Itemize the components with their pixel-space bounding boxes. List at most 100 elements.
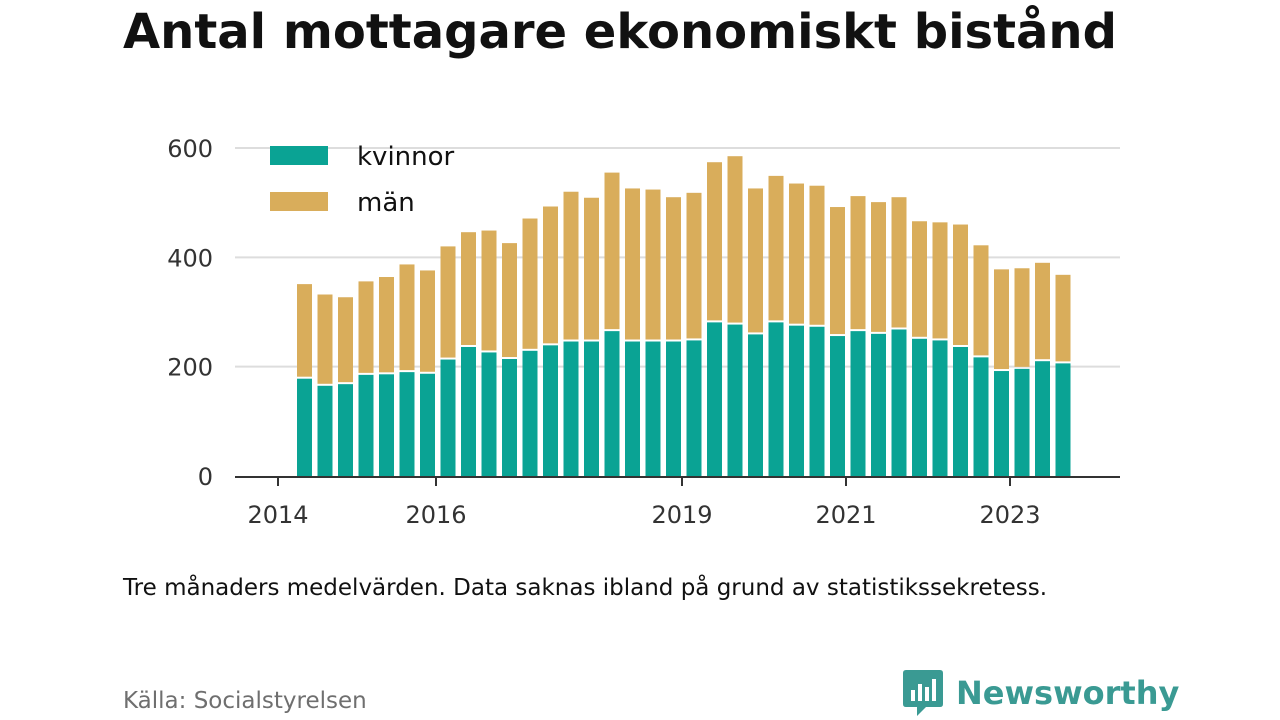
bar-kvinnor (522, 350, 538, 476)
bar-man (912, 221, 927, 337)
bar-man (707, 162, 722, 321)
bars (297, 156, 1071, 476)
bar-man (379, 277, 394, 373)
x-axis-ticks: 2014 2016 2019 2021 2023 (247, 477, 1041, 529)
bar-kvinnor (789, 325, 804, 476)
bar-kvinnor (932, 340, 948, 476)
bar-man (1055, 274, 1071, 362)
legend-swatch-man (270, 192, 328, 211)
bar-kvinnor (379, 374, 394, 476)
bar-man (317, 294, 333, 384)
brand-logo: Newsworthy (902, 668, 1179, 718)
y-axis-tick-labels: 0 200 400 600 (167, 135, 213, 491)
x-tick-label: 2023 (979, 501, 1040, 529)
bar-man (563, 191, 579, 340)
brand-name: Newsworthy (956, 674, 1180, 712)
bar-man (666, 197, 681, 340)
stacked-bar-chart: 0 200 400 600 2014 2016 2019 2021 2023 kvinnor m… (167, 135, 1120, 529)
bar-man (932, 222, 948, 339)
bar-kvinnor (912, 338, 927, 476)
bar-kvinnor (461, 346, 476, 476)
bar-man (748, 188, 763, 333)
bar-kvinnor (604, 331, 620, 476)
bar-kvinnor (1055, 363, 1071, 476)
bar-man (297, 284, 312, 377)
bar-kvinnor (1014, 368, 1030, 476)
y-tick-label: 0 (198, 463, 213, 491)
bar-man (358, 281, 374, 373)
bar-kvinnor (707, 322, 722, 476)
bar-man (953, 224, 968, 345)
bar-kvinnor (502, 359, 517, 476)
bar-kvinnor (420, 373, 435, 476)
x-tick-label: 2019 (651, 501, 712, 529)
bar-kvinnor (563, 341, 579, 476)
x-tick-label: 2014 (247, 501, 308, 529)
bar-kvinnor (830, 336, 845, 476)
legend-label: kvinnor (357, 142, 455, 172)
bar-man (461, 232, 476, 345)
bar-man (645, 189, 661, 340)
bar-kvinnor (891, 329, 907, 476)
bar-man (1035, 262, 1050, 360)
bar-kvinnor (666, 341, 681, 476)
bar-man (994, 269, 1009, 370)
bar-man (1014, 268, 1030, 367)
bar-man (830, 207, 845, 335)
legend-label: män (357, 188, 415, 218)
y-tick-label: 200 (167, 354, 213, 382)
bar-kvinnor (809, 326, 825, 476)
bar-kvinnor (481, 352, 497, 476)
bar-kvinnor (543, 345, 558, 476)
bar-kvinnor (871, 333, 886, 476)
bar-kvinnor (317, 385, 333, 476)
chart-note: Tre månaders medelvärden. Data saknas ib… (123, 575, 1048, 601)
bar-man (871, 202, 886, 332)
bar-man (768, 175, 784, 321)
bar-man (522, 218, 538, 349)
y-tick-label: 600 (167, 135, 213, 163)
x-tick-label: 2021 (815, 501, 876, 529)
bar-kvinnor (358, 374, 374, 476)
bar-kvinnor (850, 331, 866, 476)
bar-kvinnor (440, 359, 456, 476)
newsworthy-logo-icon (903, 670, 943, 716)
bar-man (502, 243, 517, 358)
bar-kvinnor (768, 322, 784, 476)
bar-man (686, 192, 702, 339)
x-tick-label: 2016 (405, 501, 466, 529)
bar-man (625, 188, 640, 340)
bar-man (727, 156, 743, 323)
bar-man (809, 185, 825, 325)
legend: kvinnor män (270, 142, 455, 218)
bar-kvinnor (297, 378, 312, 476)
bar-kvinnor (994, 371, 1009, 476)
bar-kvinnor (1035, 361, 1050, 476)
bar-man (604, 172, 620, 330)
bar-man (440, 246, 456, 358)
chart-title: Antal mottagare ekonomiskt bistånd (123, 4, 1117, 60)
legend-swatch-kvinnor (270, 146, 328, 165)
bar-kvinnor (625, 341, 640, 476)
bar-kvinnor (399, 372, 415, 476)
bar-kvinnor (645, 341, 661, 476)
bar-kvinnor (748, 334, 763, 476)
bar-man (891, 197, 907, 328)
bar-man (789, 183, 804, 324)
bar-man (850, 196, 866, 330)
bar-man (543, 206, 558, 344)
bar-man (338, 297, 353, 383)
bar-kvinnor (686, 340, 702, 476)
bar-kvinnor (973, 357, 989, 476)
y-tick-label: 400 (167, 244, 213, 272)
bar-man (420, 270, 435, 372)
source-text: Källa: Socialstyrelsen (123, 688, 367, 714)
bar-kvinnor (584, 341, 599, 476)
bar-man (399, 264, 415, 371)
bar-man (481, 230, 497, 351)
bar-man (584, 197, 599, 340)
bar-kvinnor (727, 324, 743, 476)
bar-kvinnor (338, 384, 353, 476)
bar-kvinnor (953, 346, 968, 476)
bar-man (973, 245, 989, 356)
